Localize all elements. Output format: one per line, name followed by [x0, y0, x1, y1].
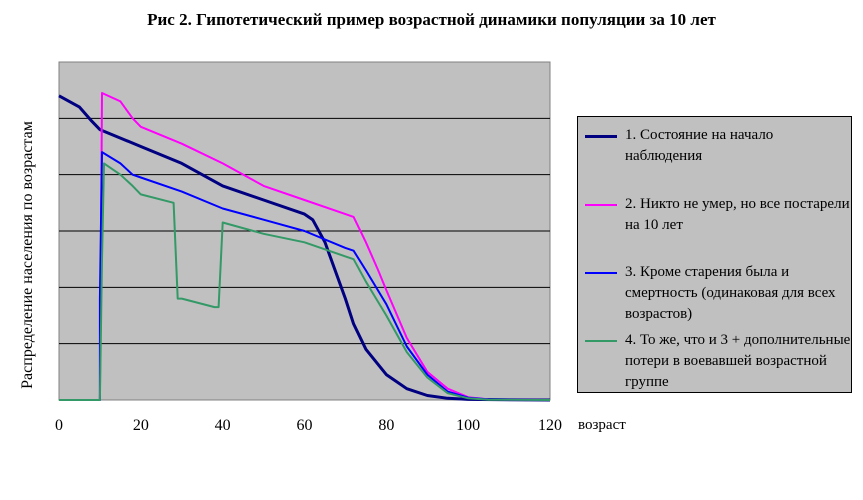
x-tick-label: 100 [456, 417, 480, 434]
x-axis-label: возраст [578, 417, 626, 433]
series-line-1 [58, 94, 551, 402]
series-lines [58, 92, 551, 402]
series-line-2 [59, 92, 551, 401]
legend: 1. Состояние на начало наблюдения 2. Ник… [577, 116, 852, 393]
x-tick-label: 80 [378, 417, 394, 434]
x-tick-label: 40 [215, 417, 231, 434]
legend-label-3: 3. Кроме старения была и смертность (оди… [625, 264, 836, 322]
legend-label-1: 1. Состояние на начало наблюдения [625, 127, 774, 164]
legend-swatch-2 [585, 204, 617, 206]
x-tick-label: 0 [55, 417, 63, 434]
series-line-3 [59, 151, 551, 401]
legend-swatch-4 [585, 340, 617, 342]
legend-label-2: 2. Никто не умер, но все постарели на 10… [625, 196, 850, 233]
x-tick-label: 120 [538, 417, 562, 434]
x-tick-labels: 0 20 40 60 80 100 120 [55, 417, 562, 434]
x-tick-label: 20 [133, 417, 149, 434]
x-tick-label: 60 [297, 417, 313, 434]
series-line-4 [59, 162, 551, 401]
legend-swatch-3 [585, 272, 617, 274]
legend-label-4: 4. То же, что и 3 + дополнительные потер… [625, 332, 851, 390]
legend-swatch-1 [585, 135, 617, 138]
chart-title: Рис 2. Гипотетический пример возрастной … [147, 10, 716, 29]
